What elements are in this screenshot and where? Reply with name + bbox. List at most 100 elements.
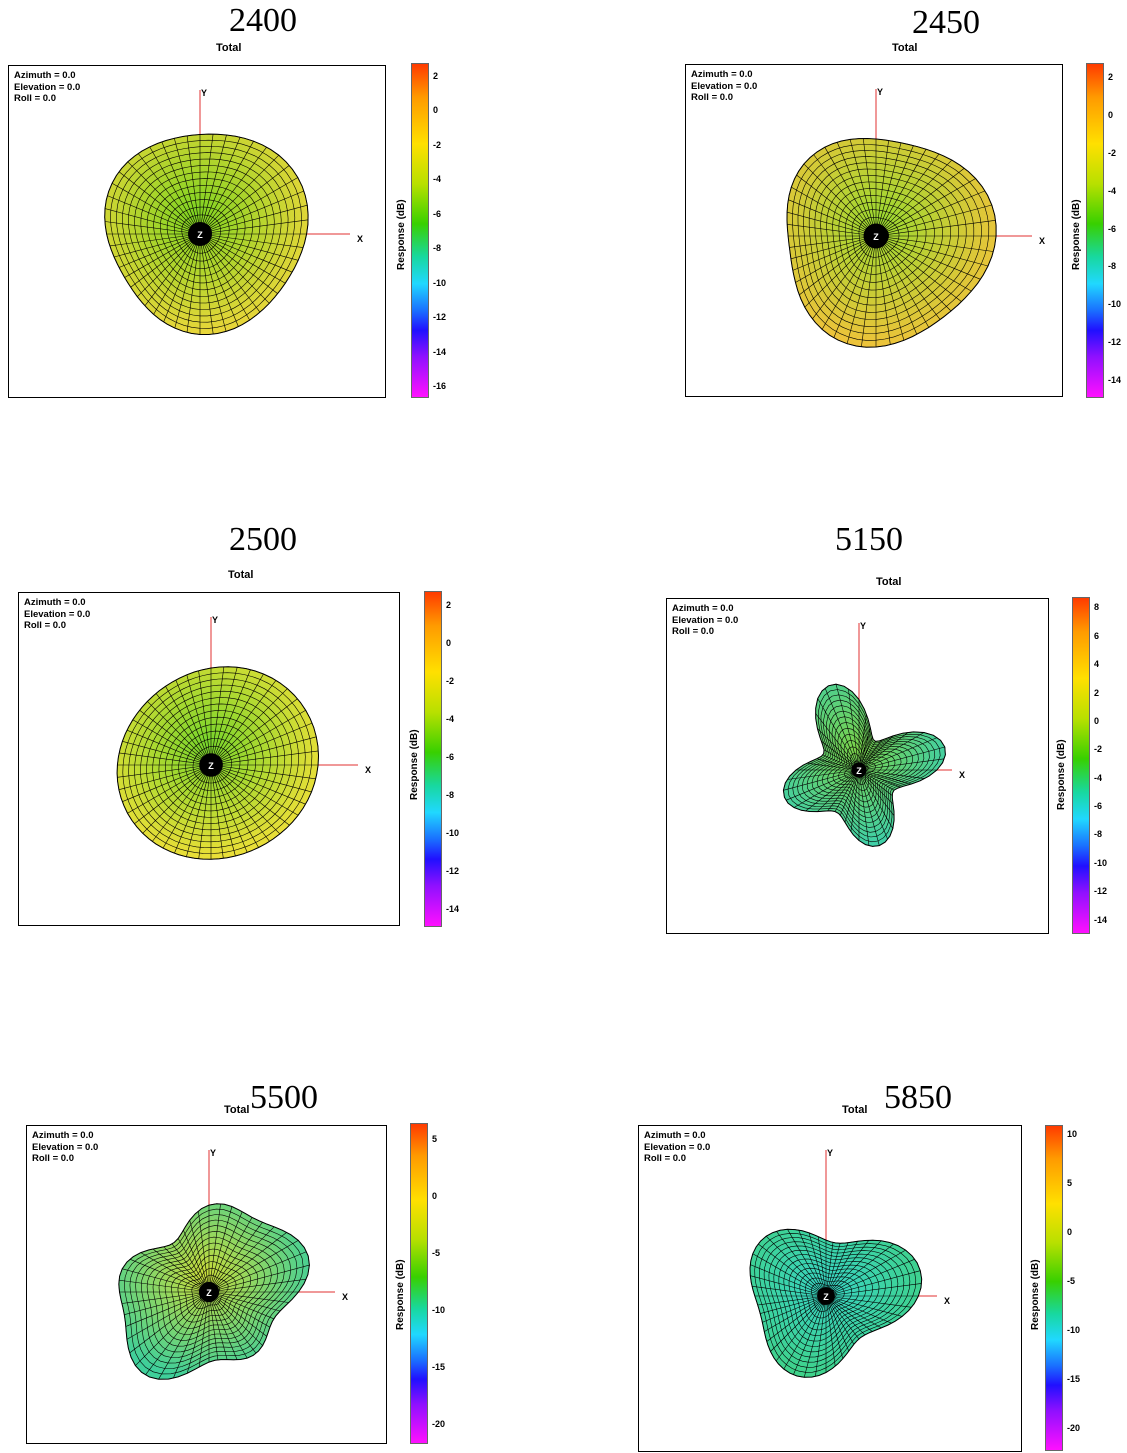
radiation-pattern-surface: Y X Z xyxy=(782,621,965,847)
colorbar-tick-label: 5 xyxy=(432,1134,438,1145)
x-axis-label: X xyxy=(342,1292,348,1302)
colorbar-tick-label: 0 xyxy=(1108,109,1114,120)
colorbar-tick-label: 2 xyxy=(433,70,439,81)
y-axis-label: Y xyxy=(860,621,866,631)
colorbar-tick-label: -15 xyxy=(1067,1374,1081,1385)
orientation-readout: Azimuth = 0.0 Elevation = 0.0 Roll = 0.0 xyxy=(672,603,738,638)
colorbar-tick-label: -14 xyxy=(1094,914,1108,925)
colorbar-tick-label: -10 xyxy=(432,1304,446,1315)
colorbar-tick-label: -12 xyxy=(446,865,460,876)
y-axis-label: Y xyxy=(827,1148,833,1158)
colorbar-tick-label: -12 xyxy=(1094,886,1108,897)
colorbar-tick-label: -2 xyxy=(1094,744,1103,755)
frequency-heading: 5150 xyxy=(835,521,903,558)
colorbar-tick-label: -6 xyxy=(1108,223,1117,234)
pattern-mesh xyxy=(749,1228,923,1378)
plot-area[interactable]: Azimuth = 0.0 Elevation = 0.0 Roll = 0.0… xyxy=(8,65,386,398)
colorbar-tick-label: -14 xyxy=(1108,374,1122,385)
colorbar-tick-label: 0 xyxy=(432,1191,438,1202)
elevation-label: Elevation = 0.0 xyxy=(691,80,758,92)
azimuth-label: Azimuth = 0.0 xyxy=(24,597,86,608)
azimuth-label: Azimuth = 0.0 xyxy=(32,1130,94,1141)
z-axis-label: Z xyxy=(197,230,203,240)
colorbar-label: Response (dB) xyxy=(1030,1259,1041,1330)
z-axis-label-bg xyxy=(195,229,205,240)
colorbar-tick-label: 2 xyxy=(1108,72,1114,83)
z-axis-label: Z xyxy=(823,1292,829,1302)
pattern-mesh xyxy=(118,1203,310,1380)
y-axis-label: Y xyxy=(210,1148,216,1158)
colorbar-tick-label: -10 xyxy=(1094,857,1108,868)
colorbar-tick-label: -6 xyxy=(446,752,455,762)
orientation-readout: Azimuth = 0.0 Elevation = 0.0 Roll = 0.0 xyxy=(24,597,90,632)
colorbar-label: Response (dB) xyxy=(396,199,407,270)
colorbar-tick-label: -10 xyxy=(1067,1325,1081,1336)
plot-area[interactable]: Azimuth = 0.0 Elevation = 0.0 Roll = 0.0… xyxy=(638,1125,1022,1452)
x-axis-label: X xyxy=(357,234,363,244)
z-axis-label: Z xyxy=(206,1288,212,1298)
colorbar-tick-label: 6 xyxy=(1094,630,1100,641)
pattern-mesh xyxy=(116,666,319,860)
colorbar xyxy=(1086,63,1104,398)
y-axis-label: Y xyxy=(212,615,218,625)
orientation-readout: Azimuth = 0.0 Elevation = 0.0 Roll = 0.0 xyxy=(14,70,80,105)
colorbar xyxy=(410,1123,428,1444)
frequency-heading: 2400 xyxy=(229,2,297,39)
colorbar-tick-label: 8 xyxy=(1094,602,1100,613)
plot-title: Total xyxy=(892,42,918,54)
frequency-heading: 2500 xyxy=(229,521,297,558)
colorbar-label: Response (dB) xyxy=(395,1259,406,1330)
y-axis-label: Y xyxy=(201,88,207,98)
x-axis-label: X xyxy=(365,765,371,775)
plot-area[interactable]: Azimuth = 0.0 Elevation = 0.0 Roll = 0.0… xyxy=(26,1125,387,1444)
colorbar-tick-label: -2 xyxy=(433,139,442,150)
colorbar-tick-label: -20 xyxy=(432,1418,446,1429)
radiation-pattern-surface: Y X Z xyxy=(104,88,363,335)
plot-title: Total xyxy=(842,1104,868,1116)
colorbar-tick-label: -15 xyxy=(432,1361,446,1372)
colorbar-label: Response (dB) xyxy=(409,729,420,800)
colorbar-tick-label: -4 xyxy=(446,714,455,725)
colorbar xyxy=(1045,1125,1063,1451)
colorbar-tick-label: -6 xyxy=(433,208,442,219)
colorbar-tick-label: 10 xyxy=(1067,1128,1078,1139)
orientation-readout: Azimuth = 0.0 Elevation = 0.0 Roll = 0.0 xyxy=(32,1130,98,1165)
z-axis-label: Z xyxy=(856,766,862,776)
x-axis-label: X xyxy=(1039,236,1045,246)
colorbar-tick-label: 4 xyxy=(1094,659,1100,670)
pattern-mesh xyxy=(104,133,309,335)
roll-label: Roll = 0.0 xyxy=(32,1153,74,1164)
colorbar-tick-label: -10 xyxy=(1108,299,1122,310)
colorbar-tick-label: -10 xyxy=(446,827,460,838)
roll-label: Roll = 0.0 xyxy=(672,626,714,637)
elevation-label: Elevation = 0.0 xyxy=(672,614,739,626)
roll-label: Roll = 0.0 xyxy=(644,1153,686,1164)
y-axis-label: Y xyxy=(877,87,883,97)
colorbar-tick-label: -6 xyxy=(1094,801,1103,812)
colorbar-tick-label: -20 xyxy=(1067,1423,1081,1434)
plot-title: Total xyxy=(228,569,254,581)
colorbar-tick-label: -10 xyxy=(433,277,447,288)
colorbar-tick-label: -16 xyxy=(433,381,447,392)
radiation-pattern-surface: Y X Z xyxy=(786,87,1045,348)
colorbar-tick-label: -4 xyxy=(1108,185,1117,196)
plot-area[interactable]: Azimuth = 0.0 Elevation = 0.0 Roll = 0.0… xyxy=(666,598,1049,934)
colorbar-tick-label: -4 xyxy=(1094,772,1103,783)
colorbar-tick-label: -8 xyxy=(1108,261,1117,272)
z-axis-label: Z xyxy=(873,232,879,242)
radiation-pattern-surface: Y X Z xyxy=(118,1148,348,1380)
z-axis-label-bg xyxy=(204,1287,214,1298)
colorbar-tick-label: -8 xyxy=(1094,829,1103,840)
colorbar-tick-label: -14 xyxy=(433,346,447,357)
frequency-heading: 5500 xyxy=(250,1079,318,1116)
colorbar-tick-label: -8 xyxy=(446,789,455,800)
x-axis-label: X xyxy=(959,770,965,780)
roll-label: Roll = 0.0 xyxy=(691,92,733,103)
colorbar-label: Response (dB) xyxy=(1071,199,1082,270)
plot-area[interactable]: Azimuth = 0.0 Elevation = 0.0 Roll = 0.0… xyxy=(18,592,400,926)
colorbar-tick-label: -12 xyxy=(1108,337,1122,348)
colorbar-tick-label: 2 xyxy=(446,600,452,611)
colorbar-tick-label: 5 xyxy=(1067,1177,1073,1188)
plot-area[interactable]: Azimuth = 0.0 Elevation = 0.0 Roll = 0.0… xyxy=(685,64,1063,397)
colorbar-tick-label: -12 xyxy=(433,312,447,323)
